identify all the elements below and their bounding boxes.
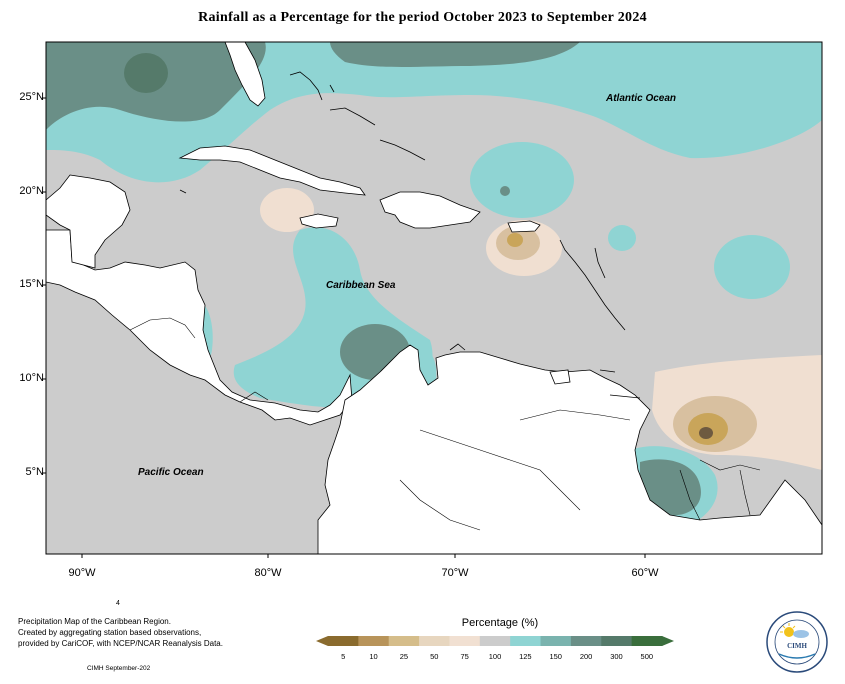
very-wet-zone-guyana: [639, 459, 701, 516]
legend-tick-label: 125: [519, 652, 532, 661]
legend-title: Percentage (%): [461, 617, 539, 629]
legend-swatch: [631, 636, 663, 646]
logo-text: CIMH: [787, 642, 807, 650]
x-tick-90w: 90°W: [68, 567, 96, 579]
wet-spot-hispaniola-north: [470, 142, 574, 218]
y-tick-15n: 15°N: [19, 278, 44, 290]
wet-spot-leeward: [608, 225, 636, 251]
land-south-america: [317, 344, 822, 554]
y-tick-10n: 10°N: [19, 372, 44, 384]
very-wet-zone-bahamas: [330, 42, 580, 67]
legend-swatch: [601, 636, 633, 646]
page-mark: 4: [116, 600, 120, 607]
dry-zone-puerto-rico-core: [507, 233, 523, 247]
legend-tick-label: 50: [430, 652, 439, 661]
credits-block: Precipitation Map of the Caribbean Regio…: [18, 616, 223, 649]
legend-tick-label: 75: [460, 652, 469, 661]
dry-spot-jamaica: [260, 188, 314, 232]
very-wet-spot-hispaniola: [500, 186, 510, 196]
map-title: Rainfall as a Percentage for the period …: [198, 10, 647, 25]
legend-tick-label: 25: [399, 652, 409, 661]
credit-line-2: Created by aggregating station based obs…: [18, 628, 202, 637]
small-islands: [179, 71, 641, 399]
legend-swatch: [540, 636, 572, 646]
legend-tick-label: 5: [341, 652, 346, 661]
land-jamaica: [299, 213, 339, 229]
legend-colorbar: [316, 636, 674, 646]
legend-arrow-low: [316, 636, 328, 646]
x-tick-60w: 60°W: [631, 567, 659, 579]
land-hispaniola: [379, 191, 481, 229]
land-yucatan: [46, 174, 131, 269]
legend-arrow-high: [662, 636, 674, 646]
legend-swatch: [419, 636, 450, 646]
cimh-logo: CIMH: [766, 611, 828, 673]
label-pacific-ocean: Pacific Ocean: [138, 467, 204, 478]
legend-swatch: [449, 636, 481, 646]
x-tick-70w: 70°W: [441, 567, 469, 579]
legend-tick-label: 300: [610, 652, 623, 661]
legend-swatch: [388, 636, 420, 646]
sun-icon: [784, 627, 794, 637]
land-outlines: [46, 42, 822, 554]
y-tick-25n: 25°N: [19, 91, 44, 103]
land-mexico-central-america: [46, 229, 353, 426]
legend-tick-label: 200: [579, 652, 593, 661]
land-cuba: [178, 145, 366, 196]
legend-tick-label: 500: [640, 652, 654, 661]
land-florida: [224, 42, 266, 107]
map-frame: [45, 41, 823, 555]
label-atlantic-ocean: Atlantic Ocean: [606, 93, 677, 104]
land-trinidad: [549, 369, 571, 385]
legend-swatch: [570, 636, 602, 646]
cloud-icon: [793, 630, 809, 638]
x-tick-80w: 80°W: [254, 567, 282, 579]
legend-swatch: [510, 636, 542, 646]
axis-ticks: [42, 97, 646, 558]
very-wet-spot-gulf: [124, 53, 168, 93]
credit-line-1: Precipitation Map of the Caribbean Regio…: [18, 617, 171, 626]
dry-zone-guiana-core: [699, 427, 713, 439]
legend-tick-label: 10: [369, 652, 378, 661]
legend-swatch: [479, 636, 511, 646]
legend-tick-label: 100: [488, 652, 502, 661]
label-caribbean-sea: Caribbean Sea: [326, 280, 396, 291]
credit-line-3: provided by CariCOF, with NCEP/NCAR Rean…: [18, 639, 223, 648]
legend-swatch: [328, 636, 359, 646]
legend-swatch: [358, 636, 390, 646]
wet-spot-atlantic-east: [714, 235, 790, 299]
cimh-stamp: CIMH September-202: [87, 665, 151, 672]
land-puerto-rico: [507, 220, 541, 233]
legend-tick-label: 150: [549, 652, 562, 661]
country-borders: [129, 317, 761, 531]
y-tick-5n: 5°N: [25, 466, 44, 478]
y-tick-20n: 20°N: [19, 185, 44, 197]
